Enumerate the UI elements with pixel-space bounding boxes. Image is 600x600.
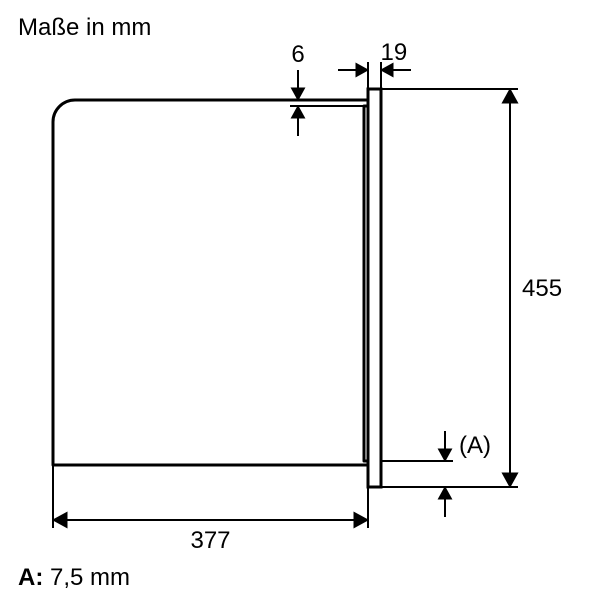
title: Maße in mm	[18, 14, 151, 41]
dim-label-6: 6	[291, 41, 304, 68]
door-panel-outline	[368, 89, 381, 487]
dim-label-A: (A)	[459, 432, 491, 459]
dim-label-377: 377	[190, 527, 230, 554]
dim-label-19: 19	[381, 39, 408, 66]
appliance-body-outline	[53, 100, 368, 465]
footnote-label: A:	[18, 564, 43, 591]
footnote-value: 7,5 mm	[43, 564, 130, 591]
dim-label-455: 455	[522, 275, 562, 302]
footnote: A: 7,5 mm	[18, 564, 130, 591]
